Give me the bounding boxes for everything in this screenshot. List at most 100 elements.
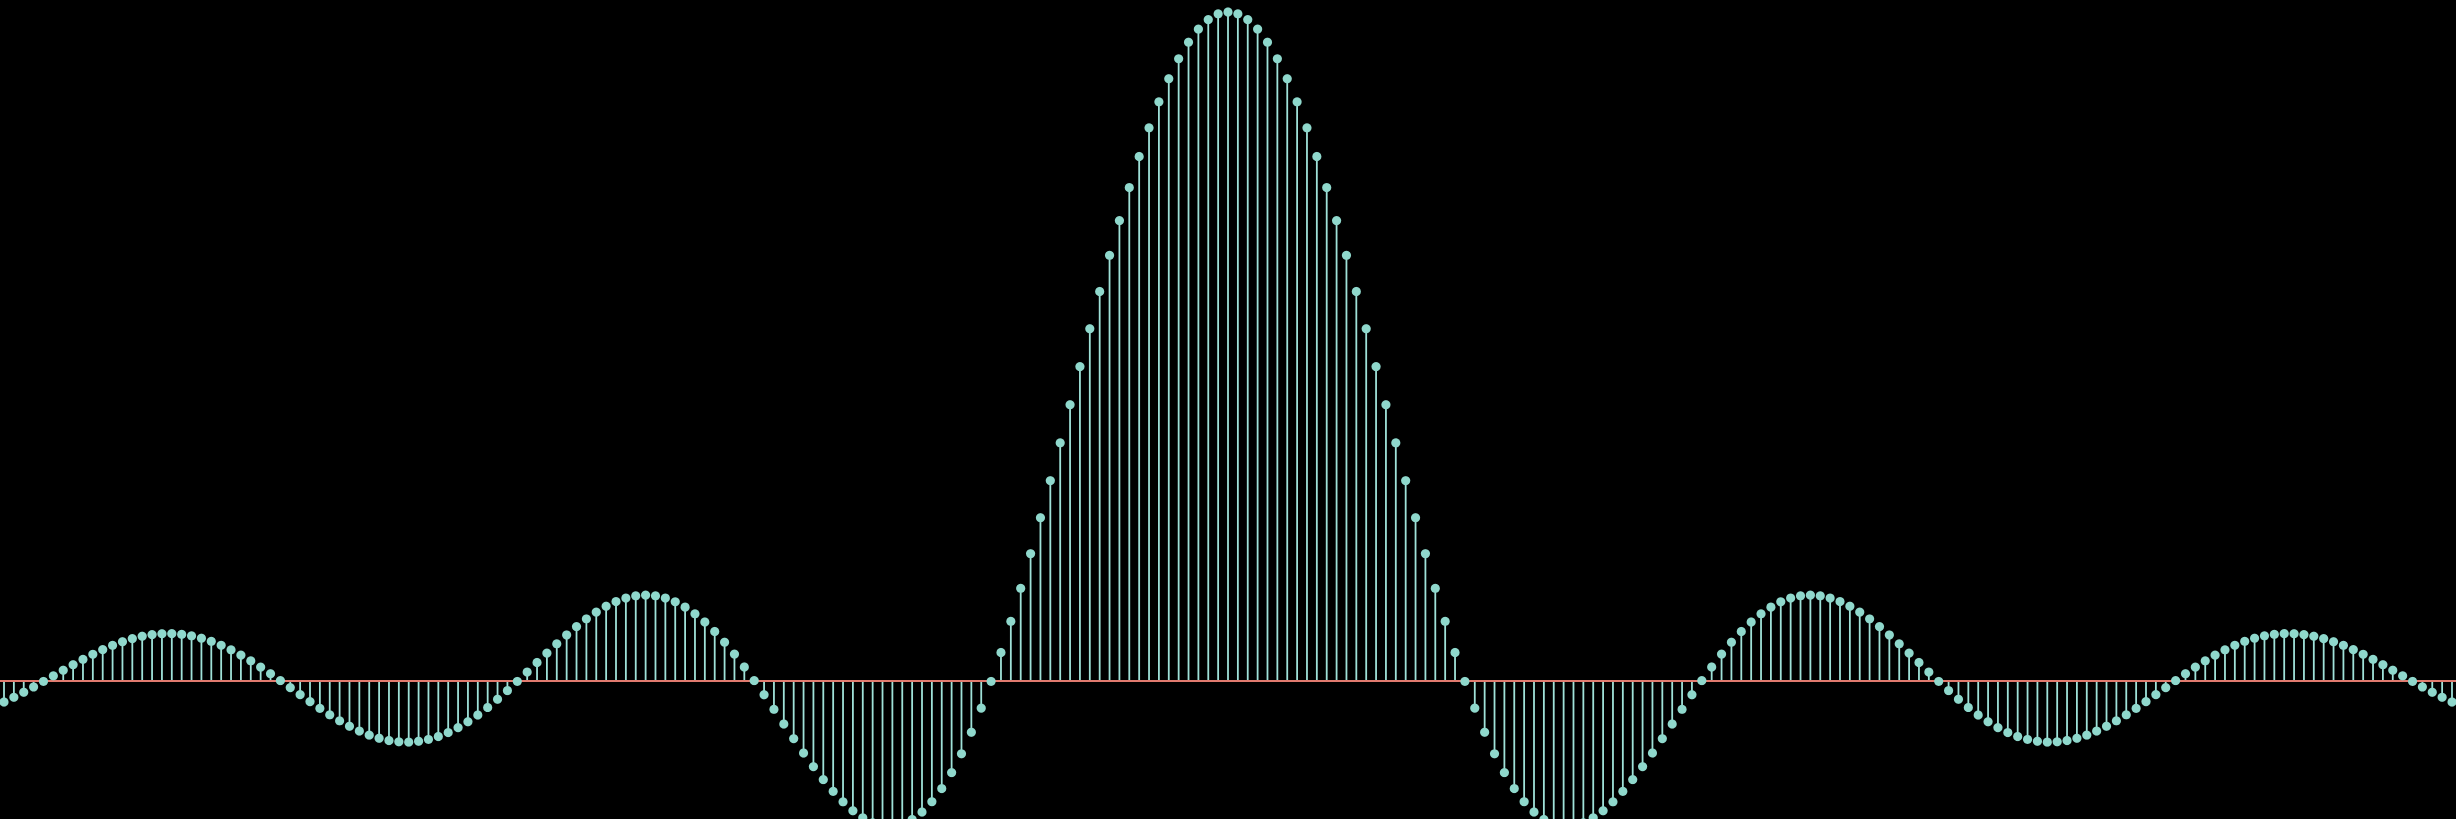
stem-marker [206, 636, 216, 646]
stem-marker [295, 690, 305, 700]
stem-marker [1598, 806, 1608, 816]
stem-marker [1687, 690, 1697, 700]
stem-marker [1006, 616, 1016, 626]
stem-marker [285, 682, 295, 693]
stem-marker [1223, 7, 1233, 17]
stem-marker [2417, 682, 2427, 692]
stem-marker [1963, 702, 1973, 713]
stem-marker [2072, 733, 2082, 743]
stem-marker [1677, 704, 1687, 714]
stem-marker [2437, 692, 2447, 702]
stem-marker [1341, 250, 1352, 260]
stem-marker [838, 797, 848, 807]
stem-marker [2358, 649, 2368, 659]
stem-marker [196, 633, 207, 643]
stem-marker [433, 731, 443, 742]
stem-marker [1460, 676, 1470, 687]
stem-marker [483, 702, 493, 713]
stem-marker [1499, 767, 1509, 778]
stem-marker [2022, 734, 2033, 745]
stem-marker [2161, 682, 2171, 693]
stem-marker [1973, 710, 1983, 720]
stem-marker [996, 647, 1006, 658]
stem-marker [1302, 123, 1312, 133]
stem-marker [1016, 583, 1026, 593]
stem-marker [719, 637, 730, 647]
stem-marker [107, 640, 118, 651]
stem-marker [1726, 637, 1737, 647]
stem-marker [157, 629, 167, 639]
stem-marker [947, 767, 957, 778]
stem-marker [1183, 37, 1194, 47]
stem-marker [1489, 749, 1500, 759]
stem-marker [19, 687, 29, 697]
stem-marker [1786, 593, 1796, 603]
stem-marker [907, 814, 917, 819]
stem-marker [38, 676, 49, 687]
stem-marker [364, 730, 374, 740]
stem-marker [1795, 591, 1806, 601]
stem-marker [1776, 597, 1786, 607]
stem-marker [1746, 617, 1756, 627]
stem-marker [2398, 671, 2408, 681]
stem-marker [88, 649, 98, 659]
stem-marker [1874, 621, 1885, 632]
stem-marker [2388, 665, 2398, 675]
stem-marker [1628, 774, 1638, 785]
stem-marker [759, 690, 769, 700]
stem-marker [700, 617, 710, 627]
stem-marker [374, 733, 384, 743]
stem-marker [1924, 667, 1934, 677]
stem-marker [1855, 607, 1865, 617]
stem-marker [1055, 438, 1065, 448]
stem-marker [137, 631, 147, 641]
stem-marker [2200, 656, 2210, 666]
stem-marker [1193, 24, 1203, 34]
stem-marker [2042, 737, 2052, 747]
stem-marker [2032, 736, 2043, 746]
stem-marker [315, 703, 325, 713]
stem-marker [1756, 609, 1766, 619]
stem-marker [2220, 645, 2230, 655]
stem-marker [1815, 591, 1825, 601]
stem-marker [1174, 54, 1184, 64]
stem-marker [1262, 37, 1273, 47]
stem-marker [1292, 97, 1302, 107]
stem-marker [729, 649, 740, 659]
stem-marker [641, 590, 651, 600]
stem-marker [2121, 710, 2131, 720]
stem-marker [354, 726, 364, 736]
stem-marker [78, 654, 88, 664]
stem-marker [848, 806, 858, 816]
stem-marker [2062, 735, 2072, 746]
stem-marker [986, 676, 996, 687]
stem-marker [1440, 616, 1450, 626]
stem-marker [1647, 748, 1658, 758]
stem-marker [413, 736, 424, 746]
stem-marker [256, 662, 266, 672]
stem-marker [1509, 783, 1519, 794]
stem-marker [2427, 687, 2437, 697]
stem-marker [2289, 629, 2299, 639]
stem-marker [2111, 716, 2121, 726]
stem-marker [48, 671, 58, 681]
stem-marker [1253, 24, 1263, 34]
stem-marker [581, 614, 591, 624]
stem-marker [1983, 717, 1993, 727]
stem-marker [966, 727, 976, 737]
stem-marker [1134, 151, 1144, 162]
stem-marker [1144, 123, 1154, 133]
stem-marker [1637, 762, 1648, 772]
stem-marker [2249, 633, 2260, 643]
stem-marker [1914, 657, 1924, 668]
stem-marker [68, 660, 78, 670]
stem-marker [443, 727, 453, 738]
stem-marker [1716, 649, 1727, 659]
stem-marker [394, 737, 404, 747]
stem-marker [1904, 648, 1914, 658]
stem-marker [1282, 74, 1292, 84]
stem-marker [98, 645, 108, 655]
stem-marker [453, 723, 463, 733]
stem-marker [1095, 286, 1105, 297]
